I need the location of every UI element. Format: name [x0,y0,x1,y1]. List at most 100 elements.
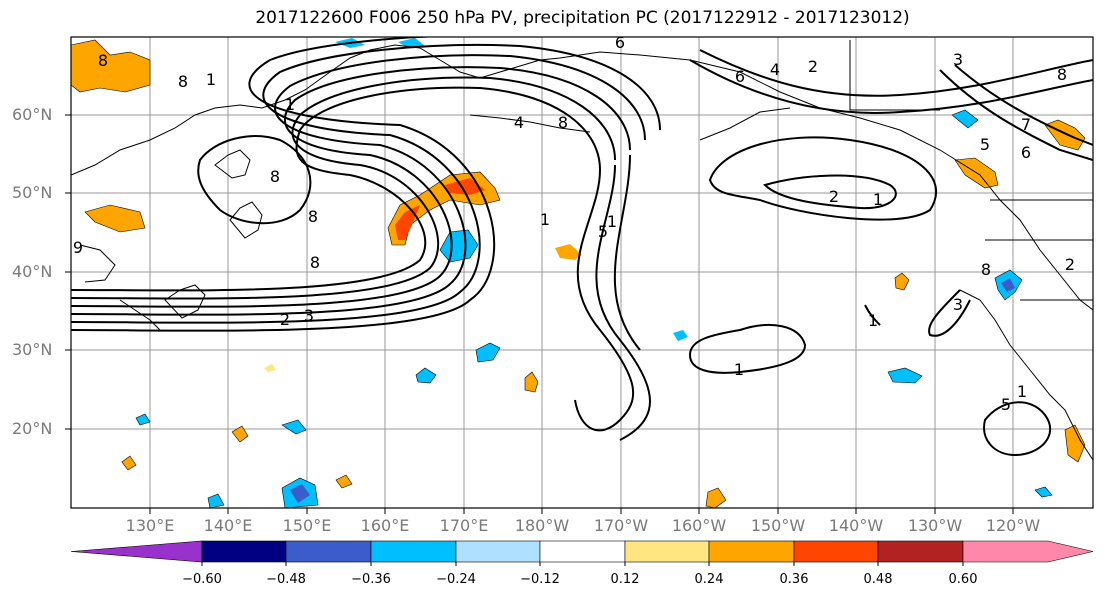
precip-blob [1044,119,1086,151]
precip-blob [121,455,137,471]
contour-label: 2 [808,57,818,76]
contour-label: 3 [304,306,314,325]
contour-label: 5 [980,135,990,154]
colorbar-cell [624,540,710,563]
lon-label: 170°E [439,516,489,535]
colorbar-tick-label: −0.12 [520,572,560,587]
precip-blob [524,371,539,393]
precip-blob [71,39,151,93]
colorbar-extend-low [70,540,203,563]
colorbar-extend-high [962,540,1094,563]
lat-label: 40°N [12,262,53,281]
contour-label: 2 [1065,255,1075,274]
precip-blob [951,109,979,129]
lon-label: 170°W [593,516,649,535]
colorbar-tick-label: 0.48 [863,572,893,587]
lon-label: 120°W [985,516,1041,535]
colorbar-cell [877,540,964,563]
contour-label: 5 [598,222,608,241]
precip-blob [555,244,582,260]
lon-label: 140°E [203,516,253,535]
contour-label: 8 [1057,65,1067,84]
precip-blob [207,493,225,508]
contour-label: 2 [829,187,839,206]
lon-label: 180°W [514,516,570,535]
precip-blob [894,272,910,291]
colorbar-cell [285,540,372,563]
colorbar-cell [793,540,879,563]
contour-label: 1 [734,360,744,379]
colorbar-tick-label: −0.24 [436,572,476,587]
precip-blob [281,419,307,435]
lon-label: 150°E [282,516,332,535]
precip-blob [135,413,151,426]
precip-blob [415,367,437,384]
pv-contours [71,37,1093,457]
contour-label: 8 [558,113,568,132]
colorbar-tick-label: 0.36 [779,572,809,587]
colorbar-cell [370,540,457,563]
precip-blob [84,204,146,233]
contour-label: 3 [953,295,963,314]
contour-label: 1 [206,70,216,89]
lon-label: 160°W [671,516,727,535]
contour-label: 5 [1001,395,1011,414]
colorbar-tick-label: 0.12 [610,572,640,587]
contour-label: 8 [270,167,280,186]
colorbar-tick-label: −0.60 [182,572,222,587]
lat-label: 60°N [12,105,53,124]
precip-blob [887,367,923,384]
contour-label: 4 [514,113,524,132]
lat-label: 30°N [12,340,53,359]
contour-label: 8 [178,72,188,91]
colorbar-tick-label: −0.48 [266,572,306,587]
contour-label: 1 [1017,382,1027,401]
contour-label: 1 [540,210,550,229]
precip-blob [1034,486,1053,498]
contour-label: 8 [98,51,108,70]
precip-blob [398,38,425,48]
precip-blob [1001,278,1015,292]
contour-label: 8 [310,253,320,272]
precip-blob [705,487,727,508]
colorbar-tick-label: 0.60 [948,572,978,587]
contour-label: 1 [607,212,617,231]
contour-label: 4 [770,60,780,79]
contour-label: 6 [1021,143,1031,162]
lat-label: 20°N [12,419,53,438]
contour-label: 2 [280,310,290,329]
contour-label: 8 [308,207,318,226]
lon-label: 140°W [828,516,884,535]
contour-label: 7 [1021,115,1031,134]
colorbar-cell [201,540,287,563]
lat-label: 50°N [12,183,53,202]
contour-label: 1 [868,311,878,330]
contour-label: 6 [735,67,745,86]
lon-label: 130°E [125,516,175,535]
map-title: 2017122600 F006 250 hPa PV, precipitatio… [255,8,910,28]
gridlines [71,37,1093,508]
coastlines [71,40,1093,461]
contour-label: 9 [73,238,83,257]
precip-blob [264,364,276,372]
contour-label: 3 [953,50,963,69]
contour-label: 1 [285,95,295,114]
colorbar-tick-label: −0.36 [351,572,391,587]
colorbar-cell [708,540,795,563]
colorbar-cell [455,540,541,563]
colorbar-tick-label: 0.24 [694,572,724,587]
precip-blob [673,330,688,341]
colorbar-cell [539,540,626,563]
contour-label: 6 [615,33,625,52]
precip-blob [335,474,353,489]
contour-label: 8 [981,260,991,279]
lon-label: 150°W [750,516,806,535]
contour-label: 1 [873,190,883,209]
lon-label: 160°E [360,516,410,535]
precip-blob [475,342,501,363]
precip-blob [231,425,249,443]
lon-label: 130°W [907,516,963,535]
precip-blob [290,484,310,503]
